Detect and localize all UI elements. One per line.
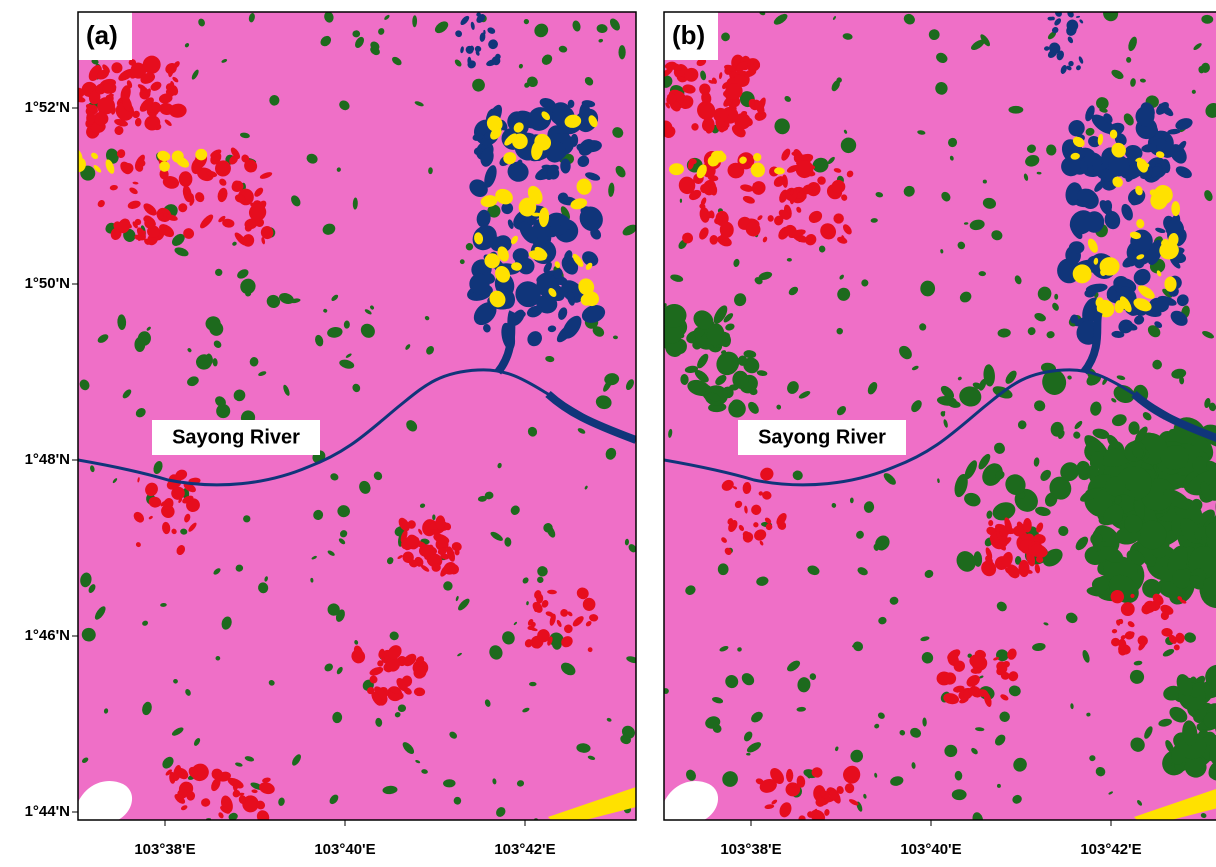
lat-label: 1°44'N: [25, 803, 70, 820]
lon-label: 103°38'E: [720, 841, 781, 858]
lat-label: 1°52'N: [25, 99, 70, 116]
land-patch: [755, 166, 764, 176]
lon-label: 103°42'E: [494, 841, 555, 858]
land-patch: [618, 45, 625, 59]
page: html, body { margin: 0; padding: 0; back…: [0, 0, 1216, 862]
map-panel: (b) Sayong River: [656, 3, 1216, 827]
land-patch: [195, 149, 207, 161]
land-patch: [432, 514, 435, 520]
panel-label: (a): [86, 20, 118, 50]
land-patch: [833, 213, 843, 223]
land-patch: [1054, 294, 1058, 300]
lat-label: 1°46'N: [25, 627, 70, 644]
land-patch: [1008, 106, 1023, 114]
lon-label: 103°40'E: [314, 841, 375, 858]
river-label: Sayong River: [172, 426, 300, 448]
map-background: [664, 12, 1216, 820]
lat-label: 1°50'N: [25, 275, 70, 292]
page-body: {"panels": [ {"label": "(a)", "river_lab…: [0, 0, 1216, 862]
panel-label: (b): [672, 20, 705, 50]
land-patch: [1023, 518, 1032, 533]
lon-label: 103°38'E: [134, 841, 195, 858]
lat-label: 1°48'N: [25, 451, 70, 468]
lon-label: 103°40'E: [900, 841, 961, 858]
river-label: Sayong River: [758, 426, 886, 448]
map-panel: (a) Sayong River: [71, 10, 639, 827]
lon-label: 103°42'E: [1080, 841, 1141, 858]
map-figure: (a) Sayong River (b) Sayong River 103°38'E…: [0, 0, 1216, 862]
land-patch: [786, 769, 793, 782]
